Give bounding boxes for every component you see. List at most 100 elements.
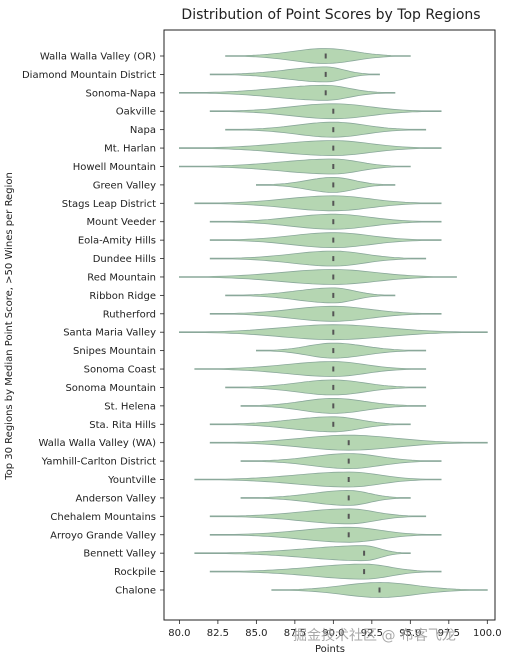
- y-label-yamhill-carlton-district: Yamhill-Carlton District: [41, 457, 156, 468]
- violin-sonoma-coast: [194, 361, 427, 377]
- y-label-sonoma-mountain: Sonoma Mountain: [65, 383, 156, 394]
- y-label-napa: Napa: [130, 125, 156, 136]
- y-axis-label: Top 30 Regions by Median Point Score, >5…: [4, 172, 15, 481]
- violin-red-mountain: [179, 269, 457, 285]
- median-marker-rutherford: [332, 311, 335, 317]
- y-label-howell-mountain: Howell Mountain: [73, 162, 156, 173]
- y-label-ribbon-ridge: Ribbon Ridge: [89, 291, 156, 302]
- violin-group: [179, 48, 488, 598]
- violin-mount-veeder: [209, 213, 442, 230]
- violin-stags-leap-district: [194, 195, 442, 212]
- median-marker-chalone: [378, 587, 381, 593]
- violin-rutherford: [209, 305, 442, 322]
- violin-bennett-valley: [194, 545, 411, 562]
- y-label-walla-walla-valley-wa: Walla Walla Valley (WA): [39, 438, 157, 449]
- x-tick-label: 90.0: [322, 628, 344, 639]
- y-label-anderson-valley: Anderson Valley: [76, 493, 157, 504]
- median-marker-santa-maria-valley: [332, 329, 335, 335]
- median-marker-bennett-valley: [363, 550, 366, 556]
- median-marker-mount-veeder: [332, 219, 335, 225]
- y-label-santa-maria-valley: Santa Maria Valley: [63, 328, 156, 339]
- y-label-sonoma-coast: Sonoma Coast: [84, 365, 156, 376]
- median-marker-rockpile: [363, 569, 366, 575]
- median-marker-dundee-hills: [332, 256, 335, 262]
- y-label-sonoma-napa: Sonoma-Napa: [86, 88, 156, 99]
- median-marker-walla-walla-valley-wa: [347, 440, 350, 446]
- median-marker-napa: [332, 127, 335, 133]
- y-label-stags-leap-district: Stags Leap District: [62, 199, 156, 210]
- x-tick-label: 100.0: [473, 628, 502, 639]
- violin-dundee-hills: [209, 250, 427, 267]
- violin-yamhill-carlton-district: [240, 453, 442, 469]
- y-label-arroyo-grande-valley: Arroyo Grande Valley: [50, 530, 156, 541]
- violin-ribbon-ridge: [225, 287, 396, 304]
- y-label-chalone: Chalone: [115, 586, 156, 597]
- median-marker-walla-walla-valley-or: [324, 53, 327, 59]
- violin-sta-rita-hills: [209, 416, 411, 433]
- y-label-rockpile: Rockpile: [114, 567, 156, 578]
- violin-anderson-valley: [240, 489, 411, 506]
- median-marker-chehalem-mountains: [347, 513, 350, 519]
- median-marker-sonoma-napa: [324, 90, 327, 96]
- median-marker-eola-amity-hills: [332, 237, 335, 243]
- violin-diamond-mountain-district: [209, 66, 380, 83]
- median-marker-sta-rita-hills: [332, 421, 335, 427]
- y-label-snipes-mountain: Snipes Mountain: [73, 346, 156, 357]
- violin-sonoma-napa: [179, 84, 396, 101]
- y-label-st-helena: St. Helena: [104, 401, 156, 412]
- median-marker-red-mountain: [332, 274, 335, 280]
- x-tick-label: 87.5: [284, 628, 306, 639]
- plot-frame: [163, 29, 496, 621]
- median-marker-oakville: [332, 108, 335, 114]
- x-axis-ticks: 80.0 82.5 85.0 87.5 90.0 92.5 95.0 97.5 100.0: [168, 620, 502, 639]
- median-marker-sonoma-coast: [332, 366, 335, 372]
- violin-napa: [225, 121, 427, 138]
- x-tick-label: 97.5: [438, 628, 460, 639]
- violin-eola-amity-hills: [209, 232, 442, 248]
- y-label-mt-harlan: Mt. Harlan: [104, 144, 156, 155]
- median-marker-sonoma-mountain: [332, 384, 335, 390]
- violin-sonoma-mountain: [225, 379, 427, 396]
- median-marker-st-helena: [332, 403, 335, 409]
- median-marker-yountville: [347, 477, 350, 482]
- y-label-rutherford: Rutherford: [103, 309, 156, 320]
- median-marker-mt-harlan: [332, 145, 335, 151]
- median-marker-snipes-mountain: [332, 348, 335, 354]
- watermark-text: 掘金技术社区 @ 布客飞龙: [293, 627, 456, 644]
- median-marker-ribbon-ridge: [332, 292, 335, 298]
- violin-oakville: [209, 103, 442, 120]
- x-tick-label: 95.0: [399, 628, 421, 639]
- x-tick-label: 80.0: [168, 628, 190, 639]
- x-tick-label: 85.0: [245, 628, 267, 639]
- median-marker-diamond-mountain-district: [324, 71, 327, 77]
- y-label-dundee-hills: Dundee Hills: [93, 254, 156, 265]
- median-marker-green-valley: [332, 182, 335, 188]
- y-label-walla-walla-valley-or: Walla Walla Valley (OR): [40, 52, 156, 63]
- y-label-bennett-valley: Bennett Valley: [83, 549, 156, 560]
- x-tick-label: 82.5: [207, 628, 229, 639]
- y-label-diamond-mountain-district: Diamond Mountain District: [22, 70, 156, 81]
- y-label-sta-rita-hills: Sta. Rita Hills: [89, 420, 156, 431]
- x-axis-label: Points: [315, 644, 345, 655]
- y-label-chehalem-mountains: Chehalem Mountains: [50, 512, 156, 523]
- violin-chehalem-mountains: [209, 508, 427, 525]
- median-marker-anderson-valley: [347, 495, 350, 501]
- chart-title: Distribution of Point Scores by Top Regi…: [181, 7, 480, 23]
- violin-green-valley: [255, 177, 396, 193]
- x-tick-label: 92.5: [361, 628, 383, 639]
- violin-rockpile: [209, 563, 442, 580]
- median-marker-yamhill-carlton-district: [347, 458, 350, 464]
- y-label-mount-veeder: Mount Veeder: [86, 217, 156, 228]
- violin-walla-walla-valley-or: [225, 48, 411, 64]
- violin-yountville: [194, 471, 442, 488]
- y-label-eola-amity-hills: Eola-Amity Hills: [78, 236, 156, 247]
- y-label-green-valley: Green Valley: [93, 180, 156, 191]
- violin-mt-harlan: [179, 140, 442, 157]
- y-label-oakville: Oakville: [116, 107, 156, 118]
- violin-snipes-mountain: [255, 342, 427, 359]
- violin-arroyo-grande-valley: [209, 526, 442, 543]
- median-marker-howell-mountain: [332, 164, 335, 169]
- y-label-red-mountain: Red Mountain: [87, 272, 156, 283]
- y-axis-labels: Walla Walla Valley (OR) Diamond Mountain …: [22, 52, 164, 597]
